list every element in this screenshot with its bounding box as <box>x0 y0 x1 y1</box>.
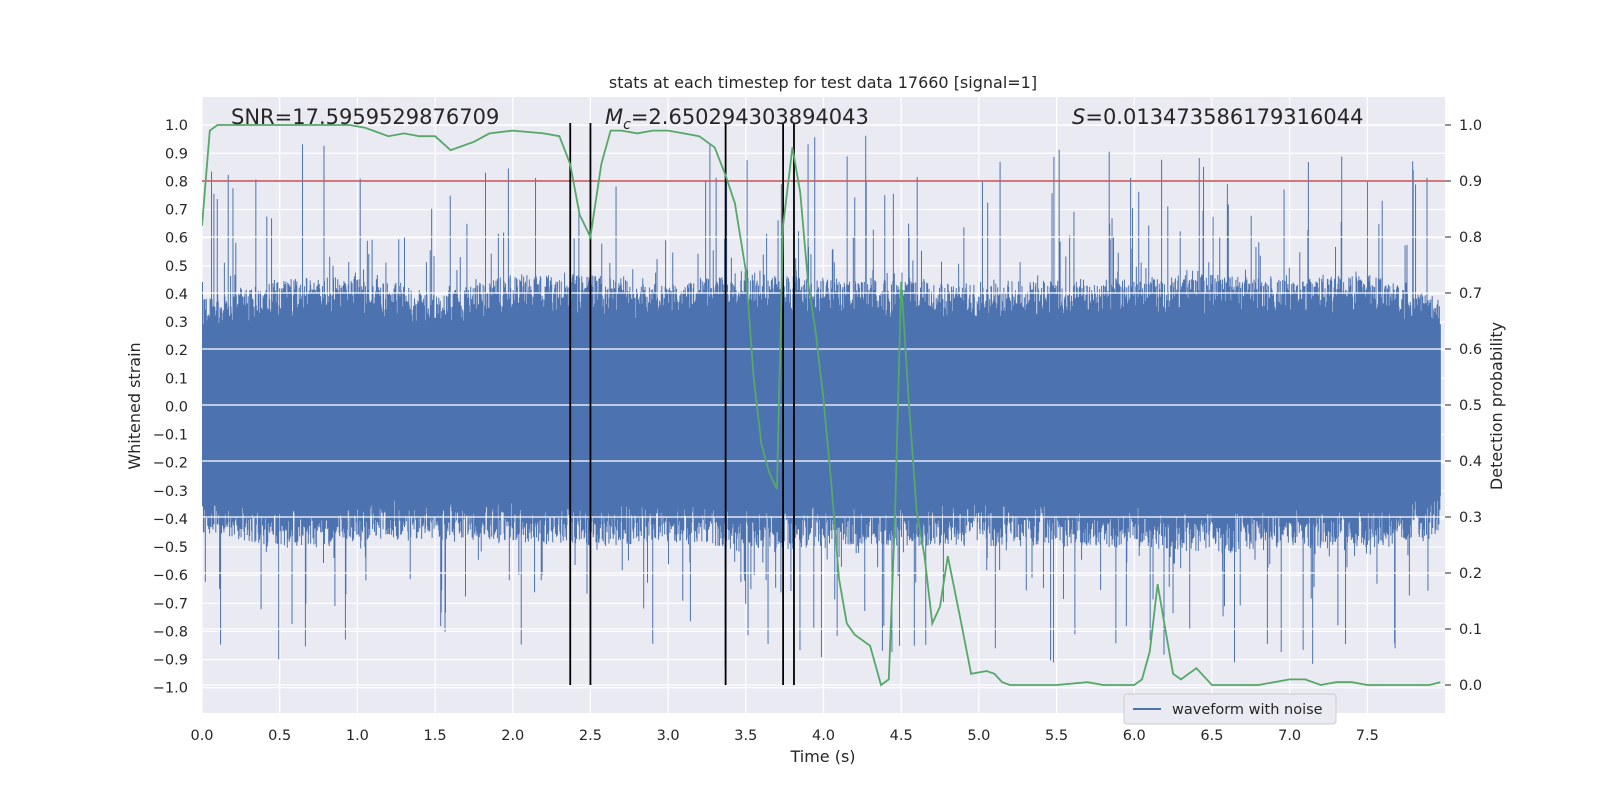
vertical-markers <box>569 123 795 685</box>
x-tick-label: 2.0 <box>501 728 524 744</box>
x-tick-label: 2.5 <box>579 728 602 744</box>
x-tick-label: 1.5 <box>424 728 447 744</box>
y-axis-label-left: Whitened strain <box>125 342 144 469</box>
y-left-tick-label: −0.6 <box>153 568 188 584</box>
legend-label: waveform with noise <box>1172 702 1323 718</box>
x-axis-label: Time (s) <box>789 747 855 766</box>
x-tick-label: 5.5 <box>1045 728 1068 744</box>
x-tick-label: 1.0 <box>346 728 369 744</box>
y-left-tick-label: −1.0 <box>153 681 188 697</box>
y-left-tick-label: −0.5 <box>153 540 188 556</box>
x-tick-labels: 0.0 0.5 1.0 1.5 2.0 2.5 3.0 3.5 4.0 4.5 5.0 5.5 6.0 6… <box>190 728 1378 744</box>
y-left-tick-labels: 1.0 0.9 0.8 0.7 0.6 0.5 0.4 0.3 0.2 0.1 0.0 −0.1 −0.… <box>153 118 188 697</box>
x-tick-label: 0.5 <box>268 728 291 744</box>
x-tick-label: 4.5 <box>890 728 913 744</box>
y-left-tick-label: 0.1 <box>165 371 188 387</box>
x-tick-label: 4.0 <box>812 728 835 744</box>
y-left-tick-label: −0.7 <box>153 596 188 612</box>
y-right-tick-label: 0.9 <box>1459 174 1482 190</box>
x-tick-label: 7.5 <box>1356 728 1379 744</box>
legend: waveform with noise <box>1123 693 1337 725</box>
probability-line <box>202 124 1441 687</box>
x-tick-label: 5.0 <box>967 728 990 744</box>
y-right-tick-label: 0.5 <box>1459 398 1482 414</box>
y-left-tick-label: 0.0 <box>165 399 188 415</box>
x-tick-label: 3.0 <box>657 728 680 744</box>
y-left-tick-label: −0.3 <box>153 484 188 500</box>
x-tick-label: 0.0 <box>190 728 213 744</box>
chirp-mass-annotation: Mc=2.650294303894043 <box>605 105 869 133</box>
legend-box <box>1123 693 1337 725</box>
y-left-tick-label: 0.8 <box>165 174 188 190</box>
y-left-tick-label: 0.5 <box>165 259 188 275</box>
y-right-tick-label: 0.4 <box>1459 454 1482 470</box>
x-tick-label: 6.0 <box>1123 728 1146 744</box>
y-left-tick-label: 0.9 <box>165 146 188 162</box>
y-left-tick-label: −0.1 <box>153 428 188 444</box>
y-right-tick-label: 0.8 <box>1459 230 1482 246</box>
y-left-tick-label: −0.8 <box>153 624 188 640</box>
y-left-tick-label: 1.0 <box>165 118 188 134</box>
y-left-tick-label: 0.6 <box>165 231 188 247</box>
x-tick-label: 6.5 <box>1200 728 1223 744</box>
y-right-tick-label: 0.3 <box>1459 510 1482 526</box>
snr-annotation: SNR=17.5959529876709 <box>231 105 499 129</box>
y-right-tick-labels: 1.0 0.9 0.8 0.7 0.6 0.5 0.4 0.3 0.2 0.1 0.0 <box>1445 118 1482 694</box>
y-right-tick-label: 1.0 <box>1459 118 1482 134</box>
y-right-tick-label: 0.0 <box>1459 678 1482 694</box>
chart-title: stats at each timestep for test data 176… <box>609 73 1037 92</box>
y-left-tick-label: 0.7 <box>165 203 188 219</box>
x-tick-label: 7.0 <box>1278 728 1301 744</box>
y-right-tick-label: 0.7 <box>1459 286 1482 302</box>
y-left-tick-label: 0.3 <box>165 315 188 331</box>
probability-series <box>202 124 1441 687</box>
y-right-tick-label: 0.6 <box>1459 342 1482 358</box>
y-axis-label-right: Detection probability <box>1487 322 1506 490</box>
y-left-tick-label: 0.2 <box>165 343 188 359</box>
y-left-tick-label: −0.2 <box>153 456 188 472</box>
y-right-tick-label: 0.2 <box>1459 566 1482 582</box>
y-left-tick-label: 0.4 <box>165 287 188 303</box>
s-annotation: S=0.013473586179316044 <box>1072 105 1363 129</box>
x-tick-label: 3.5 <box>734 728 757 744</box>
y-left-tick-label: −0.9 <box>153 653 188 669</box>
y-left-tick-label: −0.4 <box>153 512 188 528</box>
y-right-tick-label: 0.1 <box>1459 622 1482 638</box>
